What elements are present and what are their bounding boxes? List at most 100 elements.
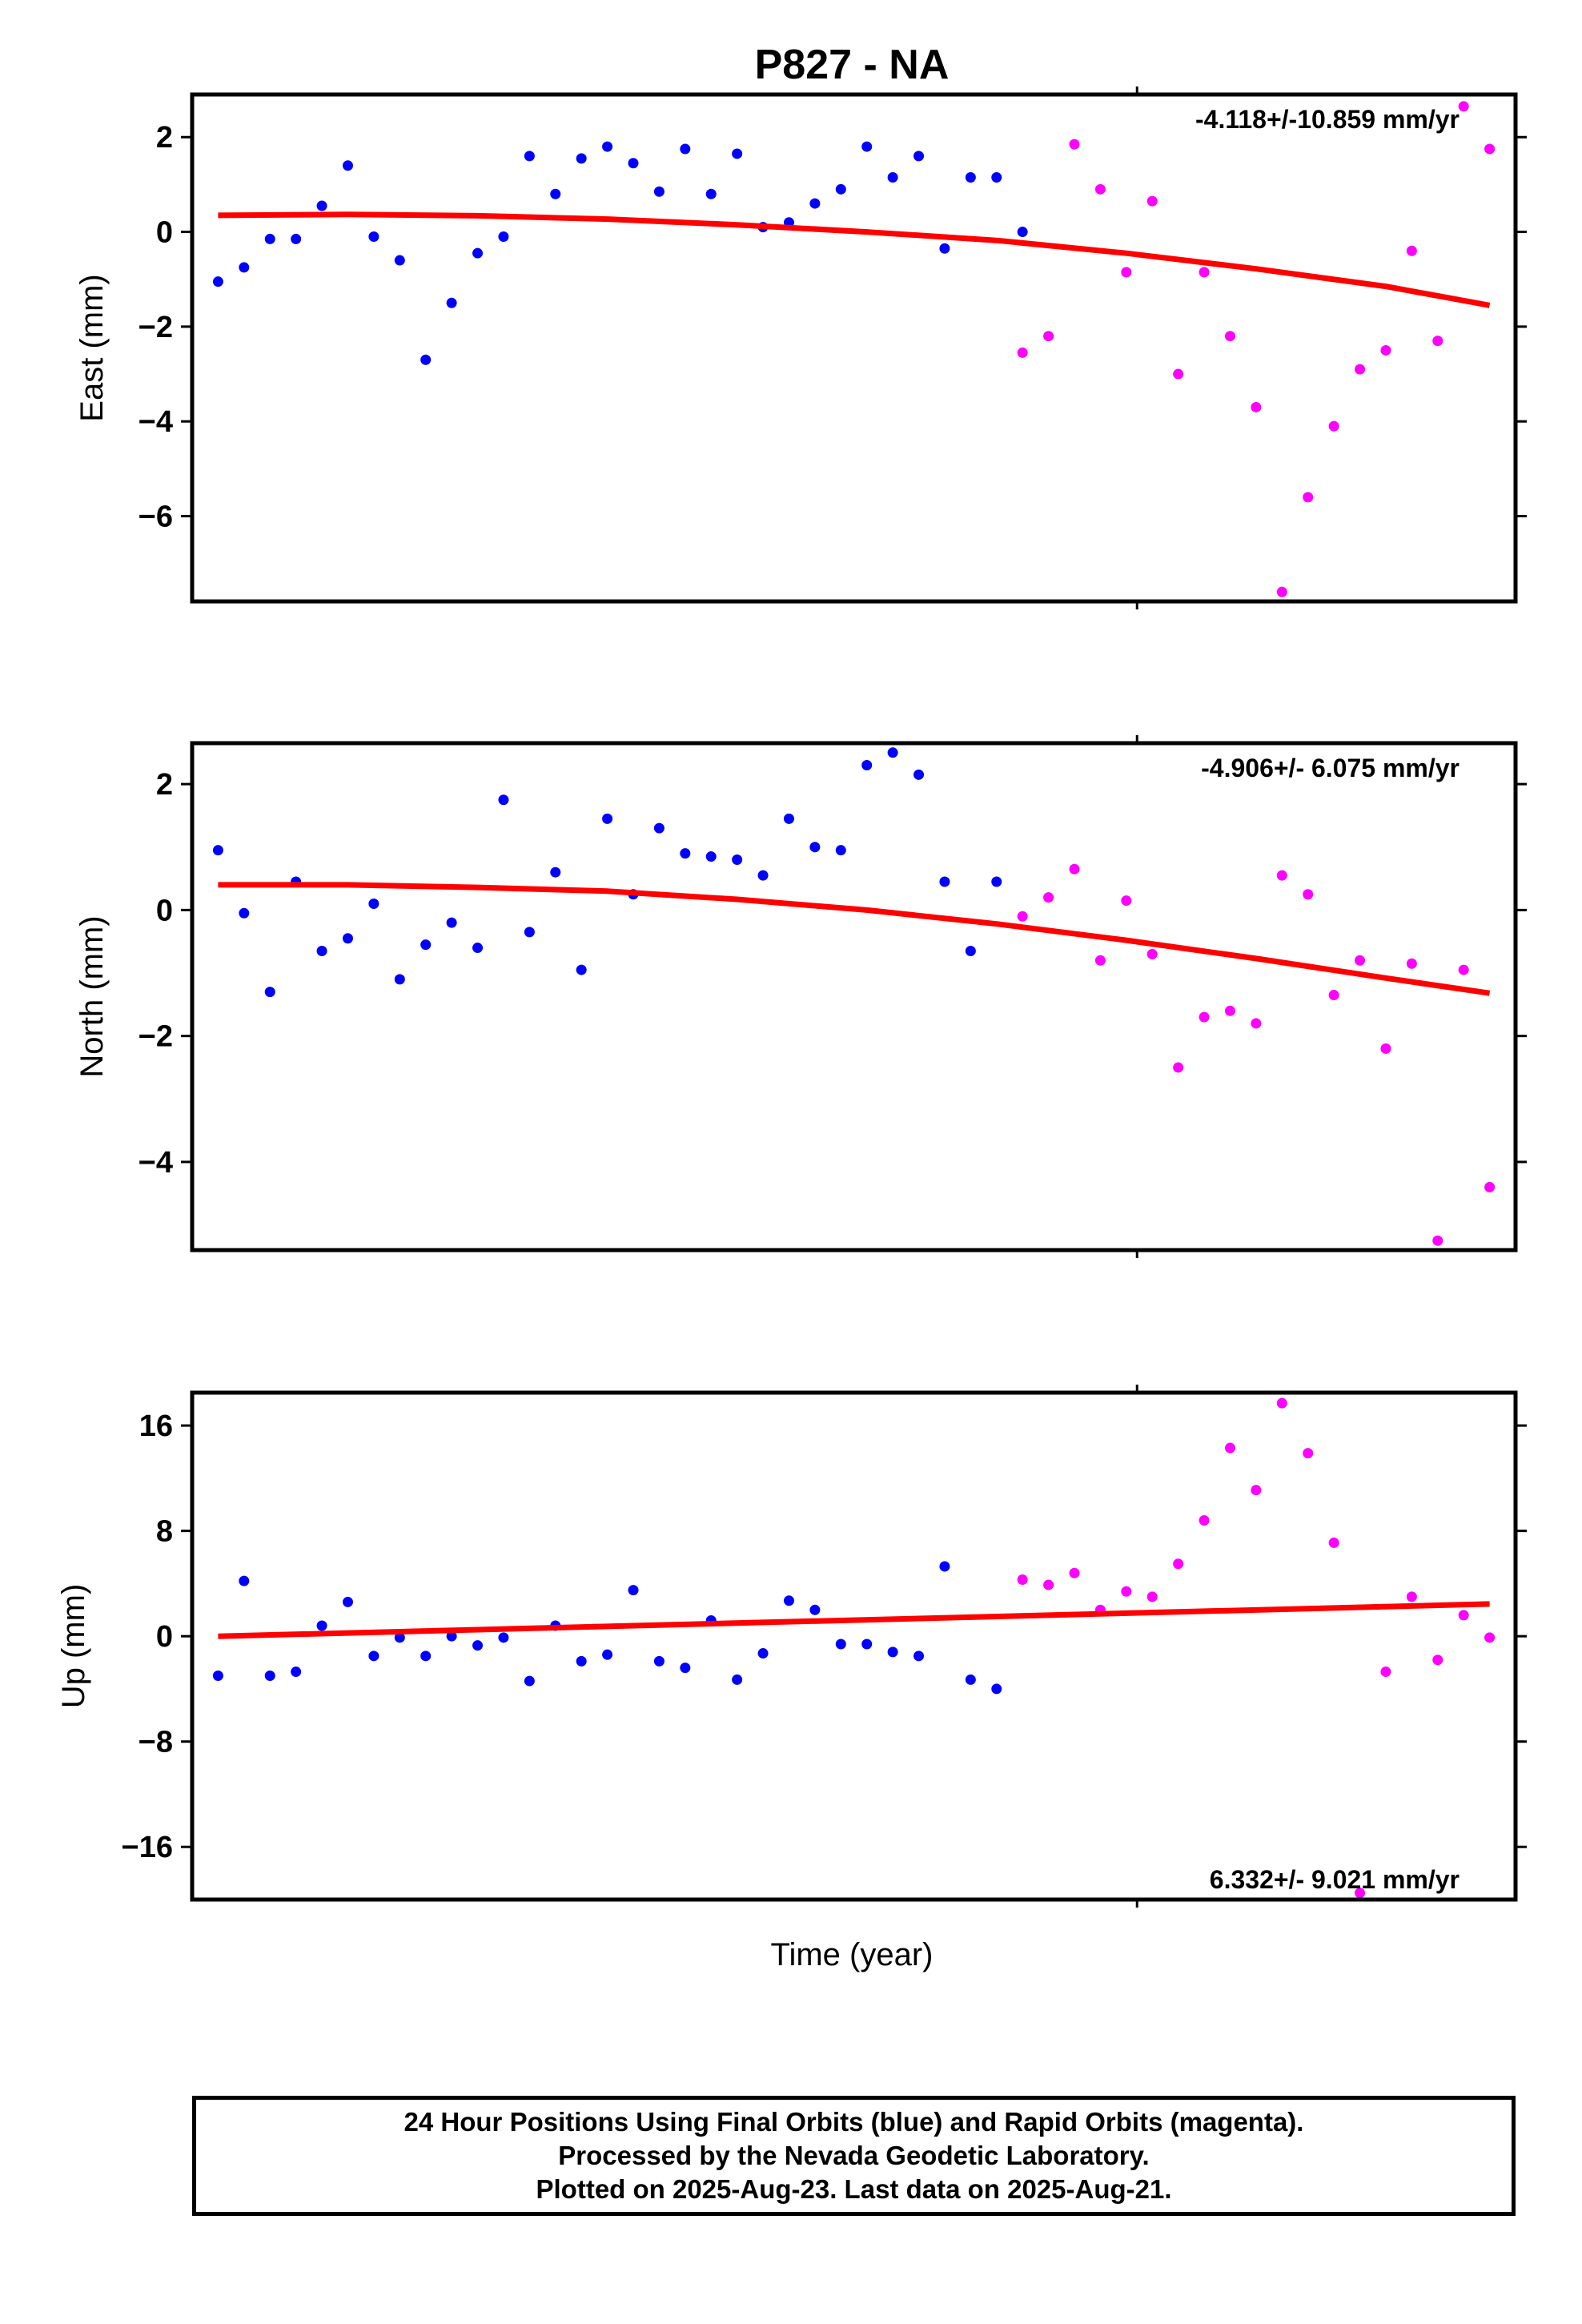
up-rapid-point — [1224, 1442, 1235, 1454]
east-rapid-point — [1173, 368, 1184, 380]
east-rapid-point — [1406, 245, 1417, 256]
east-rapid-point — [1146, 195, 1158, 207]
north-rapid-point — [1121, 895, 1132, 907]
up-final-point — [524, 1675, 535, 1687]
north-final-point — [212, 845, 223, 856]
north-final-point — [498, 794, 509, 806]
east-ytick-label: 2 — [156, 121, 173, 155]
up-final-point — [628, 1585, 639, 1596]
north-final-point — [420, 939, 432, 951]
east-final-point — [264, 233, 275, 244]
east-final-point — [239, 262, 250, 273]
up-final-point — [939, 1561, 950, 1572]
up-rapid-point — [1043, 1579, 1054, 1590]
north-rapid-point — [1173, 1062, 1184, 1073]
east-final-point — [1017, 227, 1028, 238]
up-rapid-point — [1380, 1667, 1391, 1678]
up-rate-label: 6.332+/- 9.021 mm/yr — [1210, 1865, 1460, 1894]
up-rapid-point — [1069, 1567, 1080, 1578]
up-rapid-point — [1199, 1514, 1210, 1526]
east-final-point — [628, 158, 639, 169]
north-rapid-point — [1094, 955, 1106, 966]
up-ytick-label: 0 — [156, 1620, 173, 1654]
north-final-point — [524, 927, 535, 938]
east-rapid-point — [1224, 331, 1235, 342]
east-rapid-point — [1328, 420, 1339, 432]
up-rapid-point — [1484, 1632, 1496, 1643]
north-final-point — [965, 945, 976, 956]
east-final-point — [861, 141, 873, 152]
up-rapid-point — [1303, 1448, 1314, 1459]
north-final-point — [732, 854, 743, 865]
north-ytick-label: 2 — [156, 768, 173, 802]
up-final-point — [809, 1604, 821, 1615]
north-final-point — [783, 813, 794, 824]
north-y-axis-label: North (mm) — [74, 915, 110, 1077]
north-plot-frame — [190, 741, 1518, 1252]
east-rapid-point — [1017, 347, 1028, 358]
up-ytick-label: −8 — [139, 1726, 173, 1759]
up-rapid-point — [1328, 1537, 1339, 1548]
up-final-point — [316, 1620, 327, 1631]
up-final-point — [680, 1663, 691, 1674]
east-plot-frame — [190, 92, 1518, 604]
up-rapid-point — [1355, 1888, 1366, 1899]
north-final-point — [680, 848, 691, 859]
east-final-point — [291, 233, 302, 244]
east-final-point — [732, 148, 743, 159]
north-final-point — [264, 987, 275, 998]
east-rapid-point — [1199, 267, 1210, 278]
north-final-point — [809, 842, 821, 853]
east-final-point — [602, 141, 613, 152]
east-final-point — [939, 243, 950, 254]
east-rapid-point — [1069, 139, 1080, 150]
north-final-point — [835, 845, 846, 856]
north-rapid-point — [1458, 964, 1469, 975]
north-rapid-point — [1017, 911, 1028, 922]
east-final-point — [887, 172, 898, 183]
east-ytick-label: −2 — [139, 311, 173, 344]
east-final-point — [809, 198, 821, 209]
north-rapid-point — [1328, 990, 1339, 1001]
east-final-point — [368, 231, 379, 242]
north-final-point — [887, 747, 898, 758]
east-trend-line — [218, 211, 1491, 308]
east-final-point — [394, 255, 405, 266]
east-rapid-point — [1121, 267, 1132, 278]
up-ytick-label: 16 — [139, 1409, 173, 1443]
north-final-point — [472, 943, 484, 954]
up-final-point — [861, 1638, 873, 1650]
east-final-point — [835, 183, 846, 195]
north-panel: 2 0 −2 −4 North (mm) -4.906+/- 6.075 mm/yr — [74, 735, 1527, 1258]
up-final-point — [757, 1648, 769, 1659]
up-final-point — [991, 1683, 1002, 1695]
east-final-point — [576, 153, 587, 164]
east-ytick-label: −4 — [139, 405, 173, 439]
east-final-point — [498, 231, 509, 242]
east-rapid-point — [1043, 331, 1054, 342]
up-final-point — [732, 1674, 743, 1685]
up-final-point — [342, 1596, 353, 1607]
north-rapid-point — [1224, 1005, 1235, 1016]
up-rapid-point — [1173, 1558, 1184, 1570]
up-points — [212, 1397, 1496, 1899]
up-final-point — [498, 1632, 509, 1643]
north-ytick-label: −4 — [139, 1146, 173, 1180]
east-ytick-label: 0 — [156, 216, 173, 250]
up-rapid-point — [1146, 1591, 1158, 1602]
up-final-point — [420, 1651, 432, 1662]
up-panel: 16 8 0 −8 −16 Up (mm) 6.332+/- 9.021 mm/yr — [56, 1385, 1527, 1908]
north-final-point — [757, 870, 769, 881]
north-rapid-point — [1355, 955, 1366, 966]
north-final-point — [446, 917, 457, 928]
north-final-point — [316, 945, 327, 956]
east-rapid-point — [1458, 101, 1469, 112]
up-rapid-point — [1121, 1586, 1132, 1597]
east-final-point — [212, 276, 223, 287]
up-final-point — [783, 1595, 794, 1606]
north-rapid-point — [1043, 892, 1054, 903]
east-final-point — [524, 151, 535, 162]
north-rapid-point — [1303, 889, 1314, 900]
up-final-point — [264, 1670, 275, 1681]
